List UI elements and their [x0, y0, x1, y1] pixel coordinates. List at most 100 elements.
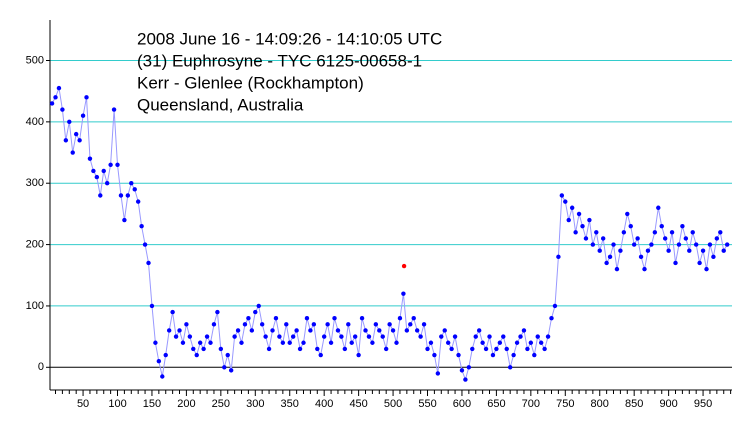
data-point	[98, 193, 103, 198]
data-point	[232, 334, 237, 339]
data-point	[569, 205, 575, 210]
data-point	[656, 205, 661, 210]
data-point	[452, 334, 458, 339]
data-point	[222, 365, 227, 370]
data-point	[304, 316, 310, 321]
x-tick-label: 550	[418, 398, 436, 410]
data-point	[459, 368, 465, 373]
data-point	[704, 266, 709, 272]
data-point	[645, 248, 651, 253]
data-point	[432, 352, 437, 358]
data-point	[273, 316, 279, 321]
data-point	[439, 334, 444, 339]
data-point	[187, 334, 193, 339]
data-point	[442, 328, 447, 333]
data-point	[556, 254, 561, 260]
x-tick-label: 600	[453, 398, 471, 410]
data-point	[339, 334, 344, 339]
data-point	[607, 254, 613, 260]
data-point	[456, 352, 461, 358]
data-point	[294, 328, 299, 333]
data-point	[490, 352, 496, 358]
data-point	[724, 242, 730, 247]
y-tick-label: 500	[26, 54, 44, 66]
data-point	[549, 316, 554, 321]
data-point	[421, 322, 427, 327]
data-point	[211, 322, 217, 327]
data-point	[628, 223, 633, 229]
data-point	[714, 236, 720, 241]
data-point	[604, 260, 609, 266]
data-point	[218, 346, 224, 352]
data-point	[342, 346, 348, 352]
data-point	[132, 187, 137, 192]
data-point	[687, 248, 692, 253]
data-point	[659, 223, 664, 229]
data-point	[53, 95, 58, 100]
data-point	[518, 334, 523, 339]
data-point	[125, 193, 131, 198]
data-point	[538, 340, 544, 345]
data-point	[94, 174, 100, 180]
data-point	[573, 230, 578, 235]
data-point	[349, 340, 354, 345]
data-point	[583, 236, 589, 241]
data-point	[559, 193, 565, 198]
data-point	[70, 150, 75, 155]
data-point	[445, 340, 451, 345]
data-point	[514, 340, 520, 345]
data-point	[73, 131, 79, 137]
annotation: Kerr - Glenlee (Rockhampton)	[137, 73, 364, 92]
data-point	[394, 340, 399, 345]
x-tick-label: 900	[659, 398, 677, 410]
data-point	[87, 156, 93, 161]
data-point	[597, 248, 602, 253]
data-point	[318, 352, 323, 358]
data-point	[290, 334, 296, 339]
data-point	[308, 328, 313, 333]
data-point	[352, 334, 358, 339]
data-point	[693, 242, 699, 247]
data-point	[473, 334, 478, 339]
data-point	[270, 328, 275, 333]
data-point	[373, 322, 379, 327]
data-point	[173, 334, 179, 339]
data-point	[449, 346, 454, 352]
data-point	[652, 230, 658, 235]
data-point	[139, 223, 144, 229]
data-point	[614, 266, 620, 272]
data-point	[611, 242, 616, 247]
data-point	[390, 328, 396, 333]
data-point	[122, 217, 127, 223]
data-point	[511, 352, 516, 358]
data-point	[246, 316, 251, 321]
data-point	[649, 242, 654, 247]
data-point	[463, 377, 468, 382]
data-point	[528, 340, 534, 345]
data-point	[129, 181, 134, 186]
data-point	[346, 322, 351, 327]
data-point	[263, 334, 268, 339]
data-point	[208, 340, 213, 345]
data-point	[239, 340, 244, 345]
data-point	[383, 346, 389, 352]
annotation: 2008 June 16 - 14:09:26 - 14:10:05 UTC	[137, 29, 442, 48]
data-point	[625, 211, 630, 217]
data-point	[311, 322, 317, 327]
data-point	[721, 248, 726, 253]
data-point	[638, 254, 644, 260]
y-tick-label: 200	[26, 238, 44, 250]
data-point	[249, 328, 255, 333]
data-point	[170, 309, 175, 315]
data-point	[487, 334, 492, 339]
x-tick-label: 650	[487, 398, 505, 410]
data-point	[697, 260, 702, 266]
y-tick-label: 300	[26, 177, 44, 189]
data-point	[194, 352, 199, 358]
data-point	[359, 316, 365, 321]
data-point	[266, 346, 272, 352]
data-point	[435, 371, 441, 376]
data-point	[621, 230, 627, 235]
data-point	[411, 316, 416, 321]
data-point	[284, 322, 289, 327]
